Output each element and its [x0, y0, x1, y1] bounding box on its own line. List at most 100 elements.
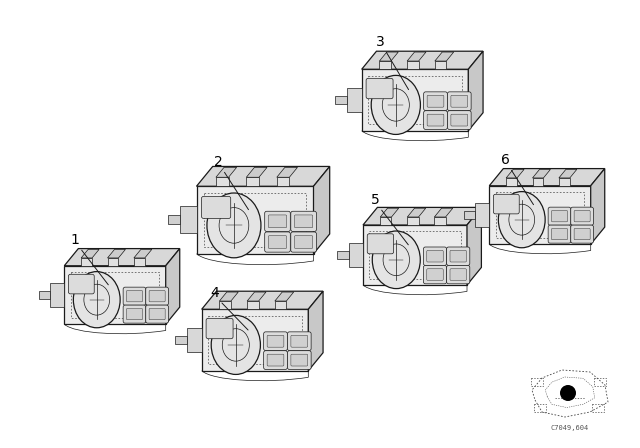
FancyBboxPatch shape — [571, 225, 593, 243]
Ellipse shape — [560, 385, 576, 401]
Polygon shape — [476, 203, 490, 227]
Polygon shape — [275, 292, 294, 301]
Polygon shape — [81, 250, 99, 258]
Polygon shape — [591, 168, 605, 244]
FancyBboxPatch shape — [267, 354, 284, 366]
FancyBboxPatch shape — [291, 335, 308, 347]
Polygon shape — [276, 177, 289, 186]
Polygon shape — [247, 292, 266, 301]
Polygon shape — [247, 301, 259, 309]
Polygon shape — [435, 52, 454, 61]
Polygon shape — [220, 301, 231, 309]
FancyBboxPatch shape — [268, 236, 287, 249]
Polygon shape — [380, 208, 399, 217]
FancyBboxPatch shape — [450, 269, 467, 280]
Polygon shape — [220, 292, 238, 301]
FancyBboxPatch shape — [447, 247, 470, 265]
Polygon shape — [108, 250, 125, 258]
Polygon shape — [216, 177, 228, 186]
Polygon shape — [380, 217, 392, 225]
Polygon shape — [276, 168, 298, 177]
Polygon shape — [363, 207, 481, 225]
FancyBboxPatch shape — [265, 232, 291, 252]
FancyBboxPatch shape — [424, 265, 447, 284]
FancyBboxPatch shape — [146, 305, 168, 323]
FancyBboxPatch shape — [574, 228, 590, 240]
Text: C7049,604: C7049,604 — [551, 425, 589, 431]
Polygon shape — [380, 61, 391, 69]
FancyBboxPatch shape — [571, 207, 593, 225]
Ellipse shape — [211, 315, 260, 375]
Polygon shape — [168, 215, 180, 224]
FancyBboxPatch shape — [548, 207, 571, 225]
FancyBboxPatch shape — [123, 305, 146, 323]
Polygon shape — [435, 61, 446, 69]
Ellipse shape — [74, 271, 120, 328]
FancyBboxPatch shape — [427, 250, 443, 262]
Ellipse shape — [207, 193, 261, 258]
Polygon shape — [108, 258, 118, 266]
FancyBboxPatch shape — [427, 95, 444, 107]
Text: 1: 1 — [70, 233, 79, 247]
Polygon shape — [362, 69, 468, 131]
Polygon shape — [246, 177, 259, 186]
Polygon shape — [362, 51, 483, 69]
Polygon shape — [435, 217, 445, 225]
Polygon shape — [532, 169, 550, 178]
Polygon shape — [134, 250, 152, 258]
FancyBboxPatch shape — [493, 194, 519, 214]
FancyBboxPatch shape — [146, 287, 168, 305]
Polygon shape — [180, 207, 196, 233]
Ellipse shape — [372, 231, 420, 289]
FancyBboxPatch shape — [447, 111, 471, 129]
Polygon shape — [506, 178, 517, 186]
FancyBboxPatch shape — [552, 211, 568, 222]
Polygon shape — [467, 207, 481, 285]
Polygon shape — [465, 211, 476, 219]
FancyBboxPatch shape — [287, 332, 311, 351]
Polygon shape — [64, 266, 166, 324]
FancyBboxPatch shape — [451, 114, 468, 126]
FancyBboxPatch shape — [149, 308, 165, 320]
Polygon shape — [363, 225, 467, 285]
FancyBboxPatch shape — [424, 247, 447, 265]
Polygon shape — [175, 336, 187, 344]
Polygon shape — [275, 301, 286, 309]
Polygon shape — [196, 186, 314, 254]
FancyBboxPatch shape — [451, 95, 468, 107]
Polygon shape — [435, 208, 452, 217]
FancyBboxPatch shape — [202, 196, 231, 218]
FancyBboxPatch shape — [447, 265, 470, 284]
FancyBboxPatch shape — [548, 225, 571, 243]
Text: 5: 5 — [371, 193, 380, 207]
FancyBboxPatch shape — [424, 92, 447, 111]
FancyBboxPatch shape — [265, 211, 291, 232]
Polygon shape — [39, 291, 51, 299]
Polygon shape — [407, 52, 426, 61]
Polygon shape — [246, 168, 267, 177]
Polygon shape — [559, 178, 570, 186]
FancyBboxPatch shape — [447, 92, 471, 111]
Polygon shape — [216, 168, 237, 177]
FancyBboxPatch shape — [127, 308, 143, 320]
Polygon shape — [532, 178, 543, 186]
FancyBboxPatch shape — [264, 351, 287, 370]
FancyBboxPatch shape — [287, 351, 311, 370]
Polygon shape — [347, 88, 362, 112]
FancyBboxPatch shape — [450, 250, 467, 262]
FancyBboxPatch shape — [427, 114, 444, 126]
FancyBboxPatch shape — [294, 236, 313, 249]
FancyBboxPatch shape — [291, 232, 316, 252]
FancyBboxPatch shape — [291, 354, 308, 366]
Polygon shape — [308, 291, 323, 371]
FancyBboxPatch shape — [424, 111, 447, 129]
Polygon shape — [202, 291, 323, 309]
FancyBboxPatch shape — [574, 211, 590, 222]
Polygon shape — [314, 167, 330, 254]
FancyBboxPatch shape — [268, 215, 287, 228]
Polygon shape — [196, 167, 330, 186]
FancyBboxPatch shape — [127, 290, 143, 302]
Polygon shape — [407, 61, 419, 69]
Polygon shape — [51, 283, 64, 307]
Text: 4: 4 — [211, 286, 220, 300]
